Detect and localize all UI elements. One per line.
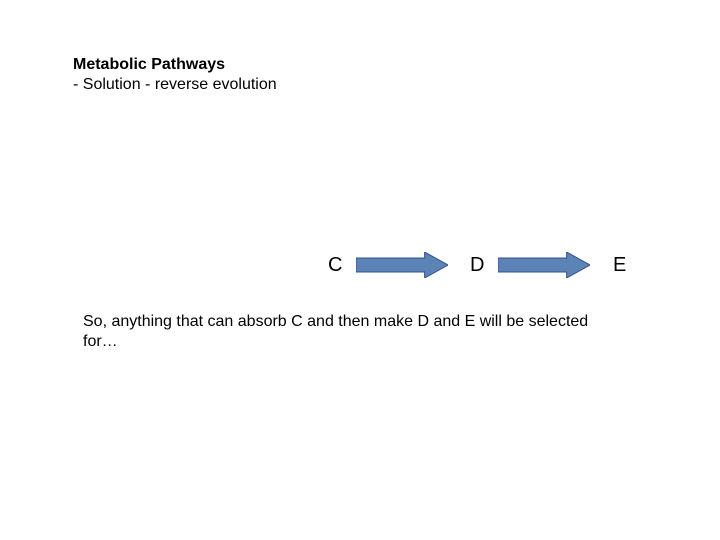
slide-subtitle: - Solution - reverse evolution: [73, 75, 277, 95]
arrow-right-icon: [498, 252, 590, 283]
caption-text: So, anything that can absorb C and then …: [83, 312, 593, 352]
pathway-node: C: [328, 254, 342, 277]
pathway-node: E: [613, 254, 626, 277]
slide-title: Metabolic Pathways: [73, 55, 277, 75]
slide: Metabolic Pathways - Solution - reverse …: [0, 0, 720, 540]
pathway-row: C D E: [0, 248, 720, 288]
pathway-node: D: [470, 254, 484, 277]
arrow-right-icon: [356, 252, 448, 283]
title-block: Metabolic Pathways - Solution - reverse …: [73, 55, 277, 95]
